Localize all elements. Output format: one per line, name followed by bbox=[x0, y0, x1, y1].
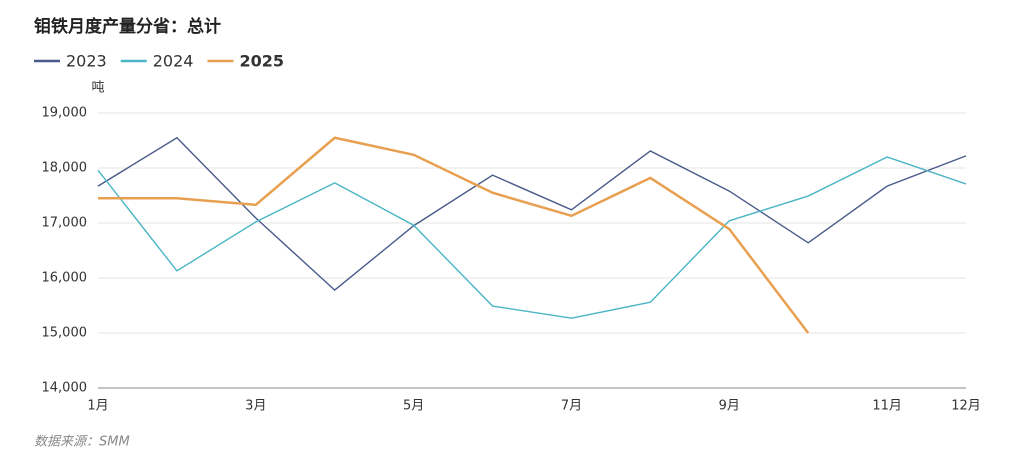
x-tick-label: 9月 bbox=[719, 399, 740, 414]
x-tick-label: 3月 bbox=[245, 399, 266, 414]
legend-label: 2025 bbox=[239, 52, 284, 71]
x-tick-label: 11月 bbox=[872, 399, 902, 414]
y-tick-label: 15,000 bbox=[42, 326, 88, 341]
x-tick-label: 12月 bbox=[951, 399, 981, 414]
y-tick-label: 18,000 bbox=[42, 161, 88, 176]
y-axis-label: 吨 bbox=[91, 81, 104, 96]
y-tick-label: 14,000 bbox=[42, 381, 88, 396]
series-line bbox=[97, 156, 967, 319]
chart-title: 钼铁月度产量分省：总计 bbox=[34, 16, 221, 37]
legend-label: 2023 bbox=[66, 52, 107, 71]
series-line bbox=[97, 136, 967, 292]
legend-label: 2024 bbox=[153, 52, 194, 71]
y-tick-label: 17,000 bbox=[42, 216, 88, 231]
x-tick-label: 5月 bbox=[403, 399, 424, 414]
source: 数据来源：SMM bbox=[34, 435, 130, 450]
series-line bbox=[98, 136, 810, 334]
y-tick-label: 16,000 bbox=[42, 271, 88, 286]
x-tick-label: 1月 bbox=[87, 399, 108, 414]
x-tick-label: 7月 bbox=[561, 399, 582, 414]
y-tick-label: 19,000 bbox=[42, 106, 88, 121]
